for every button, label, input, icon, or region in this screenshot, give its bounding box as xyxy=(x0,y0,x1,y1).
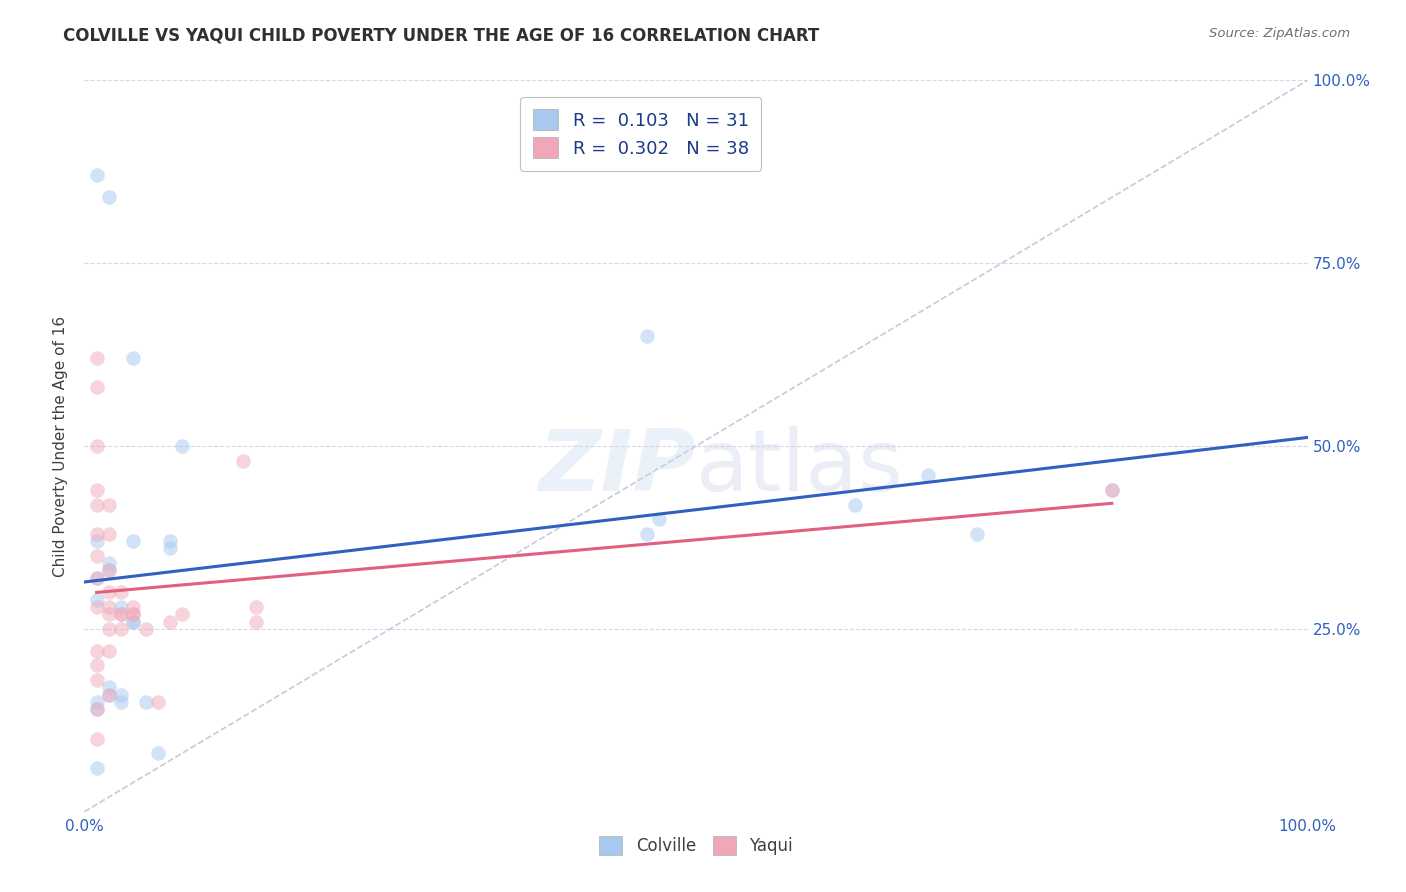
Text: Source: ZipAtlas.com: Source: ZipAtlas.com xyxy=(1209,27,1350,40)
Point xyxy=(86,592,108,607)
Point xyxy=(97,622,120,636)
Point xyxy=(86,702,108,716)
Y-axis label: Child Poverty Under the Age of 16: Child Poverty Under the Age of 16 xyxy=(53,316,69,576)
Point xyxy=(97,498,120,512)
Point xyxy=(159,615,181,629)
Point xyxy=(122,351,145,366)
Point xyxy=(648,512,671,526)
Point xyxy=(86,498,108,512)
Point xyxy=(86,380,108,394)
Point xyxy=(86,644,108,658)
Legend: Colville, Yaqui: Colville, Yaqui xyxy=(592,830,800,862)
Point xyxy=(110,585,132,599)
Point xyxy=(1101,483,1123,497)
Point xyxy=(97,526,120,541)
Point xyxy=(86,673,108,687)
Point xyxy=(122,607,145,622)
Point xyxy=(122,599,145,614)
Point xyxy=(135,695,157,709)
Point xyxy=(97,688,120,702)
Point xyxy=(122,615,145,629)
Point xyxy=(86,658,108,673)
Point xyxy=(232,453,254,467)
Point xyxy=(86,534,108,549)
Point xyxy=(146,695,169,709)
Point xyxy=(86,483,108,497)
Point xyxy=(97,563,120,577)
Point xyxy=(122,615,145,629)
Point xyxy=(122,607,145,622)
Text: ZIP: ZIP xyxy=(538,426,696,509)
Point xyxy=(172,439,194,453)
Point xyxy=(86,761,108,775)
Point xyxy=(86,549,108,563)
Point xyxy=(110,688,132,702)
Point xyxy=(86,571,108,585)
Point xyxy=(844,498,866,512)
Point xyxy=(159,534,181,549)
Point xyxy=(97,585,120,599)
Point xyxy=(172,607,194,622)
Point xyxy=(97,681,120,695)
Text: atlas: atlas xyxy=(696,426,904,509)
Point xyxy=(122,534,145,549)
Point xyxy=(86,526,108,541)
Point xyxy=(966,526,988,541)
Point xyxy=(97,190,120,204)
Point xyxy=(97,599,120,614)
Point xyxy=(135,622,157,636)
Point xyxy=(110,622,132,636)
Point xyxy=(110,607,132,622)
Point xyxy=(110,599,132,614)
Point xyxy=(86,599,108,614)
Point xyxy=(86,695,108,709)
Point xyxy=(110,695,132,709)
Point xyxy=(86,169,108,183)
Point xyxy=(636,526,658,541)
Point xyxy=(159,541,181,556)
Point xyxy=(110,607,132,622)
Point xyxy=(636,329,658,343)
Point xyxy=(97,688,120,702)
Point xyxy=(86,351,108,366)
Point xyxy=(146,746,169,760)
Point xyxy=(1101,483,1123,497)
Point xyxy=(97,563,120,577)
Point xyxy=(917,468,939,483)
Point xyxy=(86,731,108,746)
Point xyxy=(245,615,267,629)
Point xyxy=(245,599,267,614)
Point xyxy=(97,644,120,658)
Point xyxy=(86,702,108,716)
Text: COLVILLE VS YAQUI CHILD POVERTY UNDER THE AGE OF 16 CORRELATION CHART: COLVILLE VS YAQUI CHILD POVERTY UNDER TH… xyxy=(63,27,820,45)
Point xyxy=(97,607,120,622)
Point xyxy=(86,571,108,585)
Point xyxy=(86,439,108,453)
Point xyxy=(97,556,120,570)
